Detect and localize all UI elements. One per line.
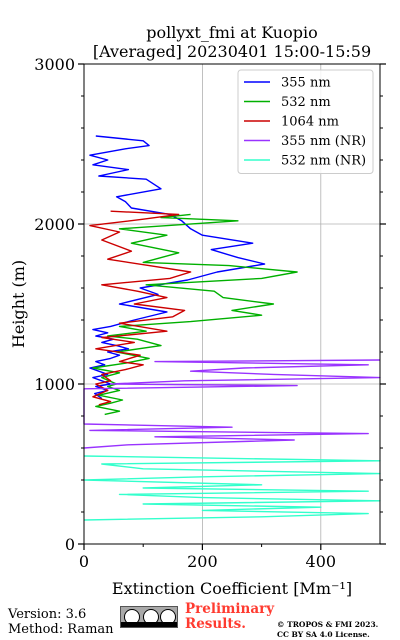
version-label: Version: 3.6 [8, 607, 87, 622]
axis-ticks: 0 1000 2000 3000 0 200 400 [34, 55, 386, 571]
series-line [92, 213, 298, 416]
copyright-notice: © TROPOS & FMI 2023. CC BY SA 4.0 Licens… [277, 620, 378, 639]
method-label: Method: Raman [8, 622, 114, 637]
series-lines [83, 135, 381, 521]
extinction-profile-chart: pollyxt_fmi at Kuopio [Averaged] 2023040… [9, 23, 386, 598]
cc-license-badge [120, 606, 178, 628]
legend-label: 1064 nm [281, 115, 339, 130]
series-line [89, 135, 266, 399]
y-tick-label: 0 [65, 535, 75, 554]
x-tick-label: 0 [79, 552, 89, 571]
preliminary-line2: Results. [185, 616, 246, 632]
legend-label: 355 nm (NR) [281, 134, 366, 149]
series-line [89, 210, 192, 406]
y-tick-label: 3000 [34, 55, 75, 74]
legend: 355 nm 532 nm 1064 nm 355 nm (NR) 532 nm (NR… [237, 69, 374, 174]
y-tick-label: 1000 [34, 375, 75, 394]
copyright-line1: © TROPOS & FMI 2023. [277, 620, 379, 629]
x-tick-label: 200 [187, 552, 218, 571]
plot-frame [83, 63, 381, 545]
preliminary-line1: Preliminary [185, 601, 275, 617]
series-line [83, 359, 381, 449]
legend-box [237, 69, 374, 174]
chart-title: pollyxt_fmi at Kuopio [146, 23, 317, 42]
x-tick-label: 400 [306, 552, 337, 571]
legend-label: 532 nm [281, 95, 331, 110]
legend-label: 532 nm (NR) [281, 154, 366, 169]
series-line [83, 455, 381, 521]
x-axis-label: Extinction Coefficient [Mm⁻¹] [112, 579, 352, 598]
chart-subtitle: [Averaged] 20230401 15:00-15:59 [93, 42, 371, 61]
copyright-line2: CC BY SA 4.0 License. [277, 629, 370, 639]
y-tick-label: 2000 [34, 215, 75, 234]
legend-label: 355 nm [281, 76, 331, 91]
y-axis-label: Height (m) [9, 260, 28, 348]
preliminary-results-notice: Preliminary Results. [185, 602, 274, 632]
